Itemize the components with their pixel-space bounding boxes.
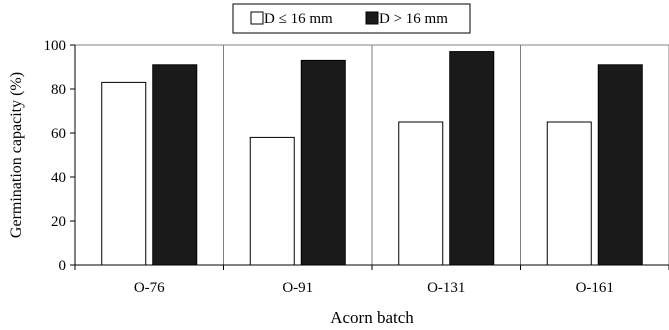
legend-frame: [232, 3, 471, 34]
x-tick-label: O-76: [134, 280, 165, 296]
x-tick-label: O-131: [427, 280, 465, 296]
legend-label-series-1: D ≤ 16 mm: [264, 11, 333, 27]
bar-large-acorns-o-76: [152, 64, 198, 266]
x-tick-label: O-161: [576, 280, 614, 296]
y-axis-ticks: 0 20 40 60 80 100: [44, 38, 75, 274]
bar-large-acorns-o-91: [300, 59, 346, 266]
bar-large-acorns-o-131: [449, 51, 495, 266]
x-axis-ticks: O-76 O-91 O-131 O-161: [74, 265, 669, 296]
y-tick-label: 100: [44, 38, 67, 54]
x-tick-label: O-91: [282, 280, 313, 296]
category-gridlines: [223, 45, 521, 265]
x-axis-title: Acorn batch: [330, 308, 414, 327]
bar-small-acorns-o-161: [546, 121, 592, 266]
bar-large-acorns-o-161: [597, 64, 643, 266]
y-tick-label: 0: [59, 258, 67, 274]
legend-label-series-2: D > 16 mm: [379, 11, 448, 27]
y-tick-label: 80: [51, 82, 66, 98]
legend: D ≤ 16 mm D > 16 mm: [232, 3, 471, 34]
legend-swatch-series-1: [250, 11, 264, 25]
y-tick-label: 60: [51, 126, 66, 142]
legend-swatch-series-2: [365, 11, 379, 25]
bar-small-acorns-o-76: [101, 81, 147, 266]
y-tick-label: 20: [51, 214, 66, 230]
bars: [101, 51, 643, 266]
y-tick-label: 40: [51, 170, 66, 186]
bar-small-acorns-o-131: [398, 121, 444, 266]
y-axis-title: Germination capacity (%): [8, 72, 25, 238]
bar-small-acorns-o-91: [249, 136, 295, 266]
